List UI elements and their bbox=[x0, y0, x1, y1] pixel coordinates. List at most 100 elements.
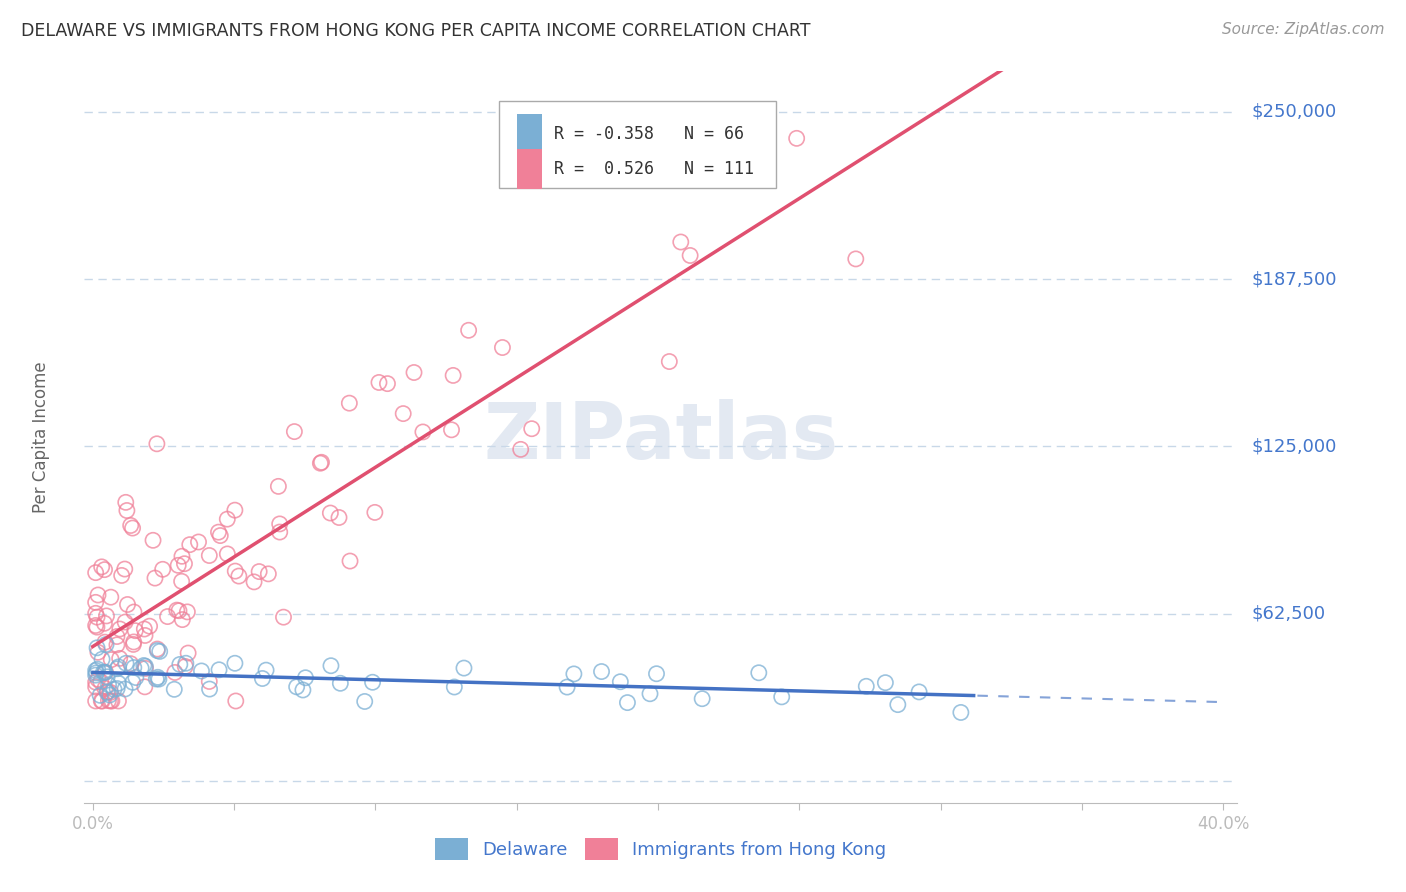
Point bbox=[190, 664, 212, 678]
Point bbox=[107, 660, 129, 674]
Point bbox=[845, 252, 868, 266]
Point bbox=[170, 574, 193, 589]
Point bbox=[294, 671, 316, 685]
Point bbox=[443, 680, 465, 694]
Point bbox=[122, 635, 145, 649]
Point bbox=[402, 366, 425, 380]
Text: R =  0.526   N = 111: R = 0.526 N = 111 bbox=[554, 160, 754, 178]
Point bbox=[97, 693, 120, 707]
Point bbox=[121, 675, 143, 690]
Point bbox=[855, 679, 877, 693]
Point bbox=[111, 568, 134, 582]
Point bbox=[173, 557, 195, 571]
Point bbox=[86, 620, 108, 634]
Point bbox=[91, 652, 114, 666]
Point bbox=[108, 622, 131, 636]
Point bbox=[273, 610, 295, 624]
Point bbox=[368, 376, 391, 390]
Point bbox=[134, 661, 156, 675]
Point bbox=[93, 563, 115, 577]
Point bbox=[115, 657, 138, 671]
Point bbox=[145, 672, 167, 686]
Point bbox=[361, 675, 384, 690]
Point bbox=[254, 663, 277, 677]
Point bbox=[177, 646, 200, 660]
Point bbox=[94, 665, 117, 680]
Text: R = -0.358   N = 66: R = -0.358 N = 66 bbox=[554, 125, 744, 143]
Point bbox=[98, 688, 121, 702]
Point bbox=[908, 685, 931, 699]
Point bbox=[283, 425, 305, 439]
Point bbox=[114, 681, 136, 696]
Point bbox=[90, 674, 112, 689]
Point bbox=[149, 644, 172, 658]
Point bbox=[412, 425, 434, 439]
Point bbox=[94, 665, 117, 680]
Point bbox=[84, 665, 107, 680]
Legend: Delaware, Immigrants from Hong Kong: Delaware, Immigrants from Hong Kong bbox=[427, 830, 894, 867]
Point bbox=[609, 674, 631, 689]
Point bbox=[146, 670, 169, 684]
Point bbox=[208, 663, 231, 677]
Text: Source: ZipAtlas.com: Source: ZipAtlas.com bbox=[1222, 22, 1385, 37]
Point bbox=[105, 681, 128, 696]
Point bbox=[217, 512, 239, 526]
Point bbox=[84, 668, 107, 682]
Point bbox=[377, 376, 399, 391]
Point bbox=[364, 505, 387, 519]
Point bbox=[224, 564, 246, 578]
FancyBboxPatch shape bbox=[499, 101, 776, 188]
Point bbox=[440, 423, 463, 437]
Point bbox=[100, 685, 122, 699]
Point bbox=[269, 524, 291, 539]
Point bbox=[105, 662, 128, 676]
Point bbox=[122, 605, 145, 619]
Point bbox=[786, 131, 808, 145]
Point bbox=[328, 510, 350, 524]
Point bbox=[645, 666, 668, 681]
Point bbox=[97, 684, 120, 698]
Point bbox=[267, 479, 290, 493]
Point bbox=[87, 645, 110, 659]
Point bbox=[103, 682, 125, 697]
Point bbox=[89, 689, 111, 703]
Point bbox=[311, 455, 333, 469]
Point bbox=[84, 694, 107, 708]
Point bbox=[84, 675, 107, 690]
Point bbox=[591, 665, 613, 679]
Point bbox=[93, 616, 115, 631]
Point bbox=[207, 525, 229, 540]
Point bbox=[143, 571, 166, 585]
Point bbox=[84, 566, 107, 580]
Point bbox=[179, 538, 201, 552]
Point bbox=[949, 706, 972, 720]
Point bbox=[134, 622, 156, 636]
Point bbox=[86, 640, 108, 655]
Point bbox=[392, 407, 415, 421]
Point bbox=[679, 248, 702, 262]
Text: Per Capita Income: Per Capita Income bbox=[31, 361, 49, 513]
Point bbox=[120, 657, 142, 671]
Point bbox=[115, 503, 138, 517]
Point bbox=[101, 694, 124, 708]
Point bbox=[148, 672, 170, 686]
Text: DELAWARE VS IMMIGRANTS FROM HONG KONG PER CAPITA INCOME CORRELATION CHART: DELAWARE VS IMMIGRANTS FROM HONG KONG PE… bbox=[21, 22, 811, 40]
Point bbox=[124, 624, 146, 638]
Point bbox=[107, 676, 129, 690]
Point bbox=[243, 574, 266, 589]
Point bbox=[770, 690, 793, 704]
Point bbox=[562, 667, 585, 681]
Point bbox=[134, 659, 156, 673]
Point bbox=[94, 665, 117, 680]
Point bbox=[309, 456, 332, 470]
Point bbox=[228, 569, 250, 583]
Point bbox=[84, 664, 107, 678]
Point bbox=[114, 495, 136, 509]
Point bbox=[269, 516, 291, 531]
Point bbox=[198, 681, 221, 696]
Point bbox=[96, 670, 118, 684]
Point bbox=[146, 642, 169, 657]
Bar bbox=[517, 149, 543, 189]
Point bbox=[134, 628, 156, 642]
Point bbox=[457, 323, 479, 337]
